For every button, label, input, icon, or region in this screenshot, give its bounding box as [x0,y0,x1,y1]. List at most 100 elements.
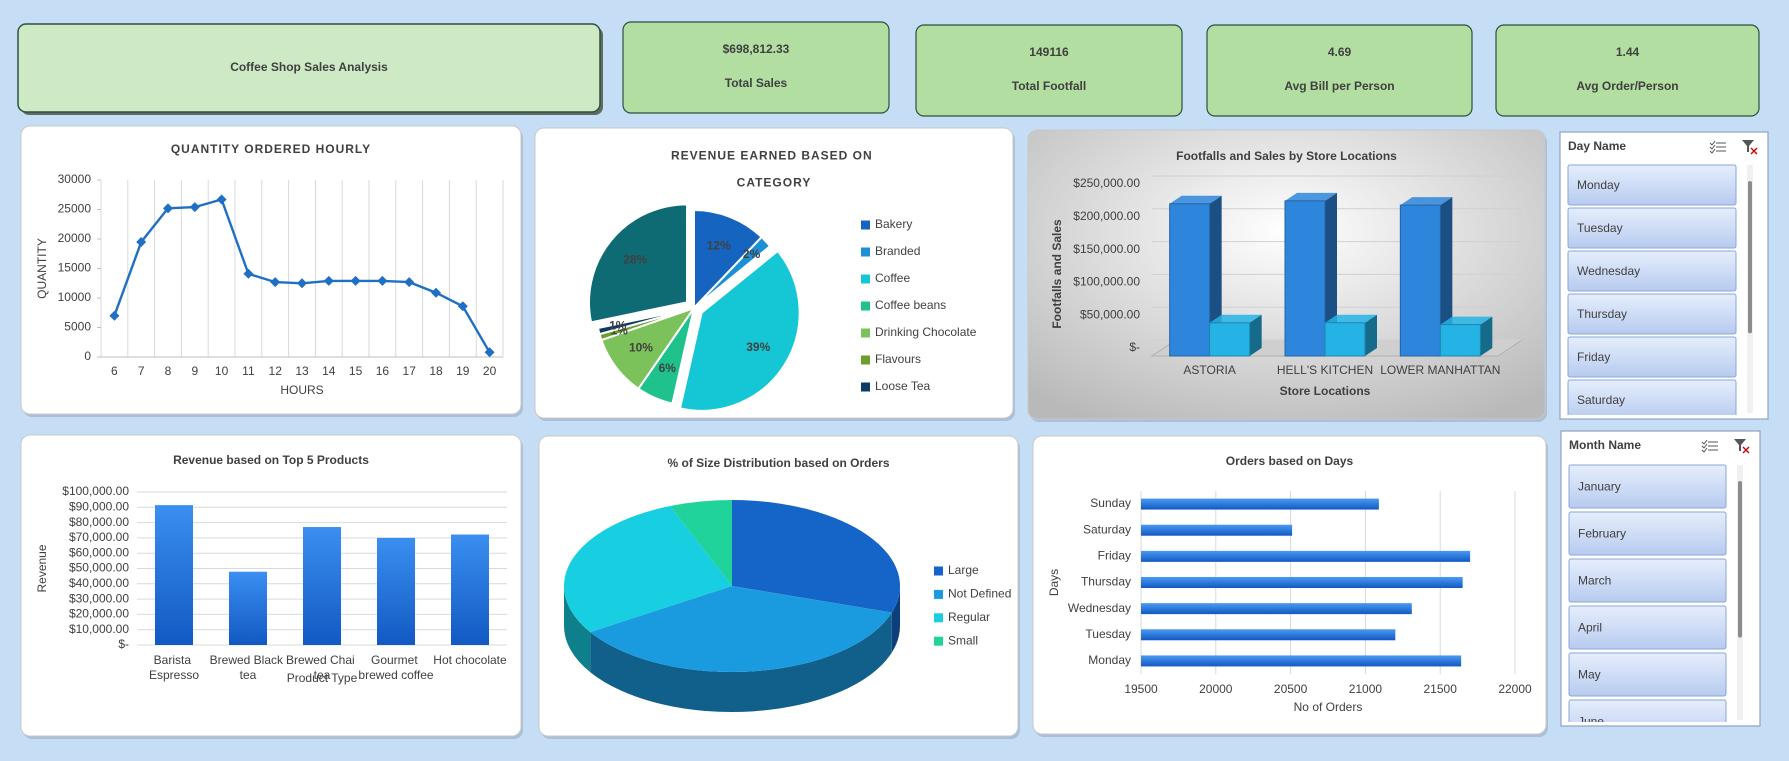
chart-title: Revenue based on Top 5 Products [173,453,369,467]
slicer-item[interactable]: Wednesday [1567,250,1737,292]
x-tick-label: 22000 [1498,682,1532,696]
slicer-item[interactable]: Friday [1567,336,1737,378]
slice [693,208,764,311]
slicer-item-label: Saturday [1577,393,1625,407]
legend-swatch [934,636,943,646]
slicer-item[interactable]: March [1568,558,1727,603]
scrollbar-thumb[interactable] [1748,181,1752,334]
marker [323,275,334,286]
slicer: Day Name Monday Tuesday Wednesday Thursday Fr… [1559,131,1769,420]
multi-select-button[interactable] [1701,439,1718,453]
slicer: Month Name January February March April May Ju… [1560,430,1761,743]
chart-panel: % of Size Distribution based on Orders La… [538,435,1020,739]
legend-label: Small [948,633,978,647]
slicer-item[interactable]: May [1568,652,1727,697]
slicer-item-label: June [1578,715,1604,729]
legend-swatch [934,613,943,623]
bar [1141,603,1412,615]
legend-swatch [934,566,943,576]
bar [1141,655,1462,667]
chart-panel: Footfalls and Sales by Store Locations $-… [1027,129,1547,422]
scrollbar-thumb[interactable] [1738,481,1742,638]
card [17,23,601,113]
clear-filter-button[interactable] [1734,439,1750,454]
icon-funnel [1734,439,1746,451]
bar [1209,322,1251,357]
icon-check [1709,140,1716,146]
card [622,21,890,114]
header-card: Coffee Shop Sales Analysis [17,23,603,115]
marker [136,236,147,247]
bar [1399,204,1441,357]
x-tick-label: 14 [322,364,336,378]
slice [732,500,900,613]
bar [1141,524,1293,536]
slicer-item[interactable]: Saturday [1567,379,1737,420]
y-tick-label: 15000 [58,261,92,275]
slicer-title: Month Name [1569,438,1641,452]
chart-title: Orders based on Days [1226,454,1354,468]
data-label: 6% [659,361,677,375]
legend-swatch [861,301,870,311]
card [1495,24,1760,117]
slicer-item[interactable]: Thursday [1567,293,1737,335]
y-tick-label: 5000 [64,320,91,334]
slicer-item-bg [1568,605,1727,650]
slice [596,307,695,336]
marker [457,301,468,312]
slicer-item[interactable]: April [1568,605,1727,650]
x-tick-label: 20000 [1199,682,1233,696]
multi-select-button[interactable] [1709,140,1726,154]
x-tick-label: 19 [456,364,470,378]
slicer-item-label: Tuesday [1577,221,1623,235]
y-tick-label: $20,000.00 [69,607,129,621]
y-tick-label: Tuesday [1085,627,1131,641]
x-tick-label: Brewed Chai tea [286,653,358,682]
data-label: 28% [623,252,647,266]
slicer-item[interactable]: February [1568,511,1727,556]
slicer-item-bg [1567,379,1737,415]
y-tick-label: Friday [1098,549,1131,563]
legend-label: Bakery [875,217,912,231]
y-tick-label: Sunday [1090,496,1131,510]
slicer-item-bg [1567,164,1737,206]
kpi-card: 4.69 Avg Bill per Person [1206,24,1473,117]
slicer-item[interactable]: Monday [1567,164,1737,206]
icon-x [1750,147,1758,155]
slicer-item-label: April [1578,621,1602,635]
y-axis-label: QUANTITY [35,238,49,299]
y-axis-label: Days [1047,569,1061,596]
data-label: 10% [629,341,653,355]
card [915,24,1183,117]
kpi-label: Total Footfall [1012,79,1086,93]
bar [303,527,341,645]
y-tick-label: Thursday [1081,575,1131,589]
y-tick-label: $10,000.00 [69,622,129,636]
slicer-item-bg [1568,699,1727,722]
x-tick-label: HELL'S KITCHEN [1277,363,1373,377]
slicer-item-bg [1568,558,1727,603]
icon-check [1709,148,1716,154]
marker [163,203,173,214]
x-tick-label: 11 [242,364,255,378]
marker [189,202,200,213]
legend-swatch [861,247,870,257]
chart-panel: Orders based on Days 19500 20000 20500 21000… [1032,435,1548,737]
slicer-title: Day Name [1568,139,1626,153]
y-tick-label: $70,000.00 [69,530,129,544]
slicer-items: January February March April May June [1568,464,1727,743]
slicer-item[interactable]: January [1568,464,1727,509]
slicer-item[interactable]: Tuesday [1567,207,1737,249]
y-tick-label: Wednesday [1068,601,1131,615]
kpi-label: Avg Bill per Person [1284,79,1394,93]
icon-check [1701,439,1708,445]
clear-filter-button[interactable] [1742,140,1758,155]
dashboard-title: Coffee Shop Sales Analysis [230,60,388,74]
bar [1141,577,1463,588]
x-tick-label: 18 [429,364,443,378]
x-tick-label: 7 [138,364,145,378]
x-tick-label: 9 [191,364,198,378]
x-axis-label: Store Locations [1280,384,1371,398]
slicer-item[interactable]: June [1568,699,1727,743]
bar [1169,203,1211,357]
